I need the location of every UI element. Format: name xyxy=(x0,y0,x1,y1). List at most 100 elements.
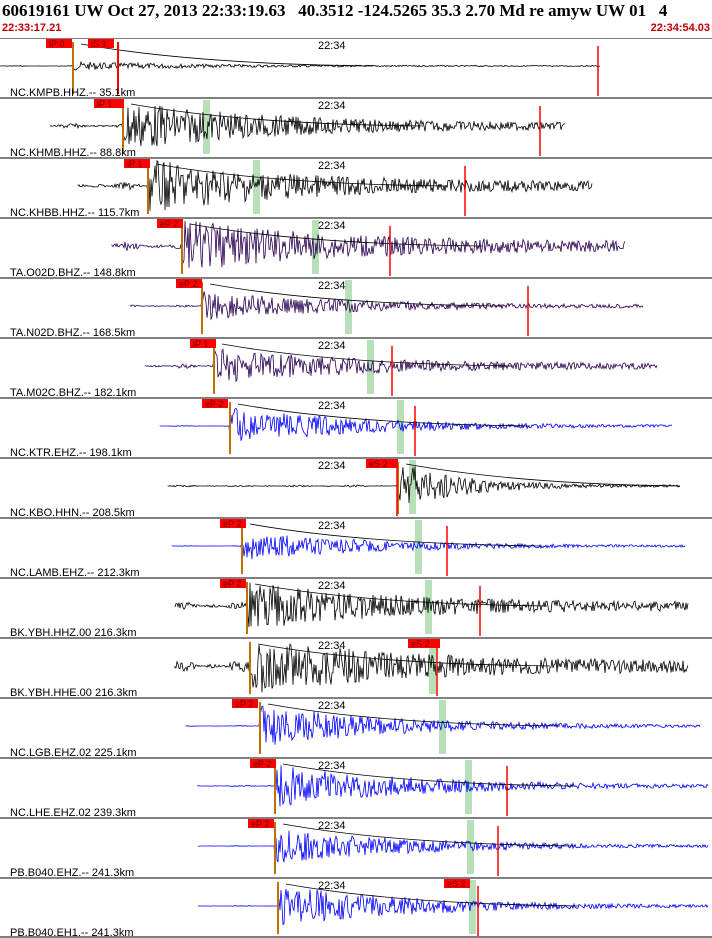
phase-label: iS 1 xyxy=(91,39,107,49)
waveform-trace xyxy=(174,643,689,693)
phase-label-box xyxy=(220,519,246,528)
decay-curve xyxy=(209,283,503,307)
record-header: 60619161 UW Oct 27, 2013 22:33:19.63 40.… xyxy=(0,0,712,38)
station-label: PB.B040.EHZ.-- 241.3km xyxy=(10,867,134,879)
phase-label-box xyxy=(232,699,258,708)
window-band xyxy=(429,640,436,694)
phase-label-box xyxy=(190,339,216,348)
station-label: NC.KHBB.HHZ.-- 115.7km xyxy=(10,207,139,219)
waveform-trace xyxy=(196,765,709,807)
station-label: NC.LAMB.EHZ.-- 212.3km xyxy=(10,567,140,579)
phase-label: iP 0 xyxy=(49,39,64,49)
window-band xyxy=(469,880,476,934)
window-band xyxy=(397,400,404,454)
phase-label: eP 2 xyxy=(160,219,178,229)
waveform-trace xyxy=(171,535,686,560)
window-band xyxy=(253,160,260,214)
waveform-trace xyxy=(197,830,709,863)
station-label: NC.KMPB.HHZ.-- 35.1km xyxy=(10,87,135,99)
station-label: TA.O02D.BHZ.-- 148.8km xyxy=(10,267,136,279)
decay-curve xyxy=(282,823,576,847)
time-tick-label: 22:34 xyxy=(318,160,346,172)
phase-label: eS 2 xyxy=(369,459,388,469)
phase-label-box xyxy=(366,459,398,468)
phase-label-box xyxy=(94,99,124,108)
decay-curve xyxy=(254,583,548,607)
phase-label: eS 2 xyxy=(411,639,430,649)
waveform-trace xyxy=(129,291,644,321)
phase-label: eS 2 xyxy=(447,879,466,889)
window-end-time: 22:34:54.03 xyxy=(650,22,710,34)
waveform-trace xyxy=(111,220,626,268)
phase-label-box xyxy=(444,879,470,888)
event-title: 60619161 UW Oct 27, 2013 22:33:19.63 40.… xyxy=(2,1,668,20)
time-tick-label: 22:34 xyxy=(318,460,346,472)
phase-label: eP 2 xyxy=(179,279,197,289)
decay-curve xyxy=(237,403,531,427)
waveform-trace xyxy=(77,159,593,211)
time-tick-label: 22:34 xyxy=(318,580,346,592)
phase-label-box xyxy=(202,399,228,408)
phase-label: eP 2 xyxy=(253,759,271,769)
waveform-trace xyxy=(144,348,658,383)
station-label: NC.KTR.EHZ.-- 198.1km xyxy=(10,447,132,459)
phase-label-box xyxy=(88,39,114,48)
station-label: PB.B040.EH1.-- 241.3km xyxy=(10,927,134,938)
window-band xyxy=(409,460,416,514)
phase-label-box xyxy=(220,579,246,588)
waveform-trace xyxy=(174,582,689,628)
phase-label-box xyxy=(157,219,183,228)
station-label: BK.YBH.HHE.00 216.3km xyxy=(10,687,137,699)
decay-curve xyxy=(285,883,579,907)
station-label: NC.LHE.EHZ.02 239.3km xyxy=(10,807,136,819)
phase-label-box xyxy=(46,39,72,48)
decay-curve xyxy=(155,163,449,187)
phase-label: eP 2 xyxy=(223,519,241,529)
time-tick-label: 22:34 xyxy=(318,640,346,652)
station-label: TA.N02D.BHZ.-- 168.5km xyxy=(10,327,135,339)
decay-curve xyxy=(130,103,424,127)
time-tick-label: 22:34 xyxy=(318,520,346,532)
phase-label: eP 2 xyxy=(223,579,241,589)
station-label: NC.KHMB.HHZ.-- 88.8km xyxy=(10,147,136,159)
phase-label-box xyxy=(176,279,202,288)
time-tick-label: 22:34 xyxy=(318,100,346,112)
window-band xyxy=(203,100,210,154)
phase-label: eP 2 xyxy=(205,399,223,409)
phase-label: iP 1 xyxy=(97,99,112,109)
decay-curve xyxy=(405,463,681,487)
station-label: NC.KBO.HHN.-- 208.5km xyxy=(10,507,135,519)
phase-label: iP 1 xyxy=(193,339,208,349)
waveform-trace xyxy=(167,466,681,503)
phase-label: eP 2 xyxy=(235,699,253,709)
waveform-trace xyxy=(159,408,673,441)
station-label: NC.LGB.EHZ.02 225.1km xyxy=(10,747,137,759)
window-band xyxy=(345,280,352,334)
phase-label-box xyxy=(408,639,440,648)
phase-label: eP 2 xyxy=(251,819,269,829)
time-tick-label: 22:34 xyxy=(318,280,346,292)
waveform-trace xyxy=(49,105,566,147)
decay-curve xyxy=(80,43,374,67)
station-label: TA.M02C.BHZ.-- 182.1km xyxy=(10,387,136,399)
time-tick-label: 22:34 xyxy=(318,400,346,412)
time-tick-label: 22:34 xyxy=(318,820,346,832)
time-tick-label: 22:34 xyxy=(318,760,346,772)
decay-curve xyxy=(282,763,576,787)
time-tick-label: 22:34 xyxy=(318,220,346,232)
decay-curve xyxy=(189,223,483,247)
station-label: BK.YBH.HHZ.00 216.3km xyxy=(10,627,137,639)
window-band xyxy=(415,520,422,574)
time-tick-label: 22:34 xyxy=(318,340,346,352)
waveform-trace xyxy=(185,705,701,745)
phase-label-box xyxy=(248,819,274,828)
phase-label: iP 1 xyxy=(127,159,142,169)
decay-curve xyxy=(267,703,561,727)
time-tick-label: 22:34 xyxy=(318,40,346,52)
phase-label-box xyxy=(124,159,150,168)
waveform-trace xyxy=(0,60,601,71)
decay-curve xyxy=(249,523,543,547)
time-tick-label: 22:34 xyxy=(318,880,346,892)
window-start-time: 22:33:17.21 xyxy=(2,22,62,34)
